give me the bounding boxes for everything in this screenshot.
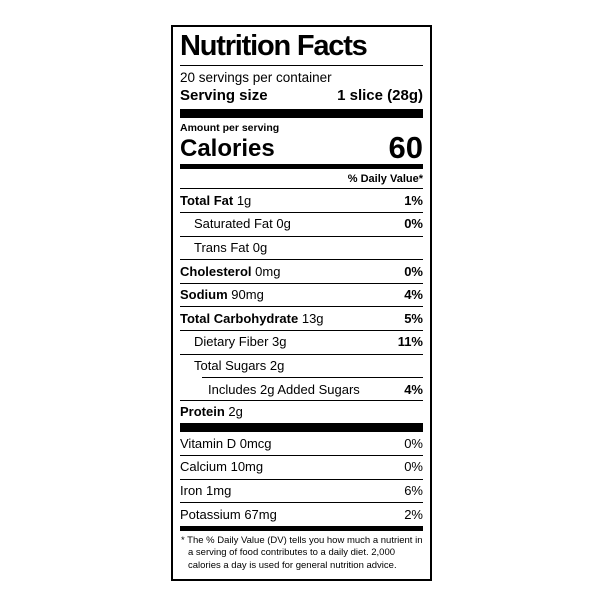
calories-value: 60	[388, 130, 423, 166]
nutrient-dv: 0%	[404, 263, 423, 279]
vitamin-name-amount: Vitamin D 0mcg	[180, 436, 272, 452]
nutrient-name: Total Carbohydrate	[180, 310, 299, 326]
nutrient-name: Cholesterol	[180, 263, 252, 279]
vitamin-amount: 0mcg	[239, 435, 272, 451]
calories-label: Calories	[180, 135, 275, 163]
daily-value-header: % Daily Value*	[180, 169, 423, 190]
vitamin-amount: 1mg	[206, 483, 232, 498]
nutrient-name-amount: Total Fat 1g	[180, 193, 251, 209]
vitamin-amount: 67mg	[244, 506, 277, 522]
amount-per-serving-label: Amount per serving	[180, 122, 280, 135]
vitamin-row-calcium: Calcium 10mg 0%	[180, 456, 423, 480]
vitamin-name: Vitamin D	[180, 435, 237, 451]
serving-size-row: Serving size 1 slice (28g)	[180, 86, 423, 109]
nutrient-name-amount: Protein 2g	[180, 404, 243, 420]
nutrient-row-trans-fat: Trans Fat 0g	[180, 237, 423, 261]
nutrient-name-amount: Saturated Fat 0g	[180, 216, 291, 232]
nutrient-row-protein: Protein 2g	[180, 399, 423, 424]
medium-separator-bar	[180, 525, 423, 531]
nutrient-dv: 11%	[397, 334, 423, 350]
nutrient-row-cholesterol: Cholesterol 0mg 0%	[180, 260, 423, 284]
nutrient-name: Protein	[180, 404, 225, 420]
serving-size-value: 1 slice (28g)	[337, 87, 423, 105]
vitamin-dv: 2%	[404, 506, 423, 522]
nutrient-amount: 3g	[272, 334, 287, 350]
medium-separator-bar	[180, 164, 423, 170]
thick-separator-bar	[180, 423, 423, 433]
nutrient-dv: 4%	[404, 287, 423, 303]
nutrient-row-saturated-fat: Saturated Fat 0g 0%	[180, 213, 423, 237]
vitamin-name-amount: Iron 1mg	[180, 483, 231, 499]
nutrient-amount: 90mg	[231, 287, 264, 303]
vitamin-row-iron: Iron 1mg 6%	[180, 480, 423, 504]
nutrition-facts-label: Nutrition Facts 20 servings per containe…	[171, 25, 432, 582]
nutrient-dv: 1%	[404, 192, 423, 208]
nutrient-name: Sodium	[180, 287, 228, 303]
vitamin-row-potassium: Potassium 67mg 2%	[180, 503, 423, 526]
nutrient-name: Total Sugars	[194, 358, 267, 374]
nutrient-name: Trans Fat	[194, 240, 250, 256]
vitamin-dv: 0%	[404, 435, 423, 451]
nutrient-dv: 5%	[404, 310, 423, 326]
vitamin-name: Calcium	[180, 459, 227, 475]
nutrient-amount: 1g	[236, 192, 252, 208]
nutrient-row-total-fat: Total Fat 1g 1%	[180, 189, 423, 213]
nutrient-row-sodium: Sodium 90mg 4%	[180, 284, 423, 308]
nutrition-facts-title: Nutrition Facts	[180, 30, 423, 66]
nutrient-amount: 2g	[269, 358, 285, 374]
nutrient-row-total-sugars: Total Sugars 2g	[180, 355, 423, 378]
nutrient-name: Saturated Fat	[194, 216, 273, 232]
nutrient-name-amount: Sodium 90mg	[180, 287, 264, 303]
vitamin-row-vitamin-d: Vitamin D 0mcg 0%	[180, 432, 423, 456]
nutrient-amount: 0mg	[255, 263, 281, 279]
nutrient-name-amount: Total Carbohydrate 13g	[180, 311, 324, 327]
nutrient-name-amount: Includes 2g Added Sugars	[202, 382, 360, 398]
vitamin-name: Iron	[180, 483, 203, 498]
nutrient-name: Includes 2g Added Sugars	[208, 381, 360, 397]
serving-size-label: Serving size	[180, 87, 268, 105]
daily-value-footnote: * The % Daily Value (DV) tells you how m…	[181, 534, 423, 571]
nutrient-name-amount: Cholesterol 0mg	[180, 264, 280, 280]
thick-separator-bar	[180, 109, 423, 119]
vitamin-dv: 6%	[404, 483, 423, 498]
nutrient-row-dietary-fiber: Dietary Fiber 3g 11%	[180, 331, 423, 355]
vitamin-amount: 10mg	[230, 459, 264, 475]
calories-row: Calories 60	[180, 130, 423, 166]
nutrient-amount: 0g	[276, 216, 291, 232]
nutrient-name-amount: Trans Fat 0g	[180, 240, 267, 256]
nutrient-amount: 13g	[301, 310, 324, 326]
nutrient-name: Dietary Fiber	[194, 334, 269, 350]
servings-per-container: 20 servings per container	[180, 69, 332, 85]
nutrient-dv: 0%	[404, 216, 423, 232]
nutrient-row-added-sugars: Includes 2g Added Sugars 4%	[202, 377, 423, 401]
vitamin-name-amount: Calcium 10mg	[180, 459, 263, 475]
nutrient-name: Total Fat	[180, 192, 234, 208]
nutrient-amount: 2g	[228, 404, 243, 420]
nutrient-name-amount: Total Sugars 2g	[180, 358, 284, 374]
nutrient-dv: 4%	[404, 381, 423, 397]
nutrient-row-total-carbohydrate: Total Carbohydrate 13g 5%	[180, 307, 423, 331]
nutrient-name-amount: Dietary Fiber 3g	[180, 334, 287, 350]
vitamin-dv: 0%	[404, 459, 423, 475]
vitamin-name: Potassium	[180, 506, 241, 522]
nutrient-amount: 0g	[252, 240, 268, 256]
vitamin-name-amount: Potassium 67mg	[180, 507, 277, 523]
